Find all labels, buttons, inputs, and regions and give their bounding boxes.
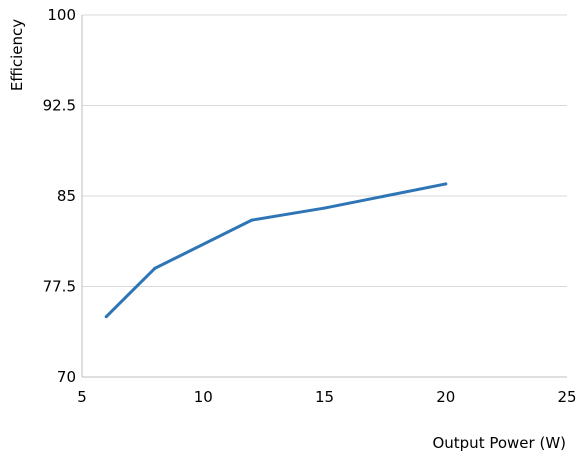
y-axis-title: Efficiency xyxy=(8,19,26,91)
data-point xyxy=(104,315,108,319)
data-point xyxy=(250,218,254,222)
x-axis-title: Output Power (W) xyxy=(432,434,566,452)
x-tick-label: 10 xyxy=(194,388,213,406)
y-tick-label: 70 xyxy=(57,368,76,386)
grid-lines xyxy=(82,14,567,287)
x-tick-label: 25 xyxy=(557,388,576,406)
y-tick-label: 85 xyxy=(57,187,76,205)
series-line xyxy=(104,182,448,319)
x-tick-label: 5 xyxy=(77,388,87,406)
x-tick-labels: 5 10 15 20 25 xyxy=(77,388,576,406)
data-point xyxy=(153,266,157,270)
y-tick-label: 92.5 xyxy=(43,97,76,115)
y-tick-labels: 70 77.5 85 92.5 100 xyxy=(43,6,76,386)
y-tick-label: 100 xyxy=(47,6,76,24)
axes xyxy=(81,15,567,378)
y-tick-label: 77.5 xyxy=(43,278,76,296)
data-point xyxy=(323,206,326,210)
series xyxy=(104,182,448,319)
x-tick-label: 20 xyxy=(436,388,455,406)
x-tick-label: 15 xyxy=(315,388,334,406)
data-point xyxy=(444,182,448,186)
